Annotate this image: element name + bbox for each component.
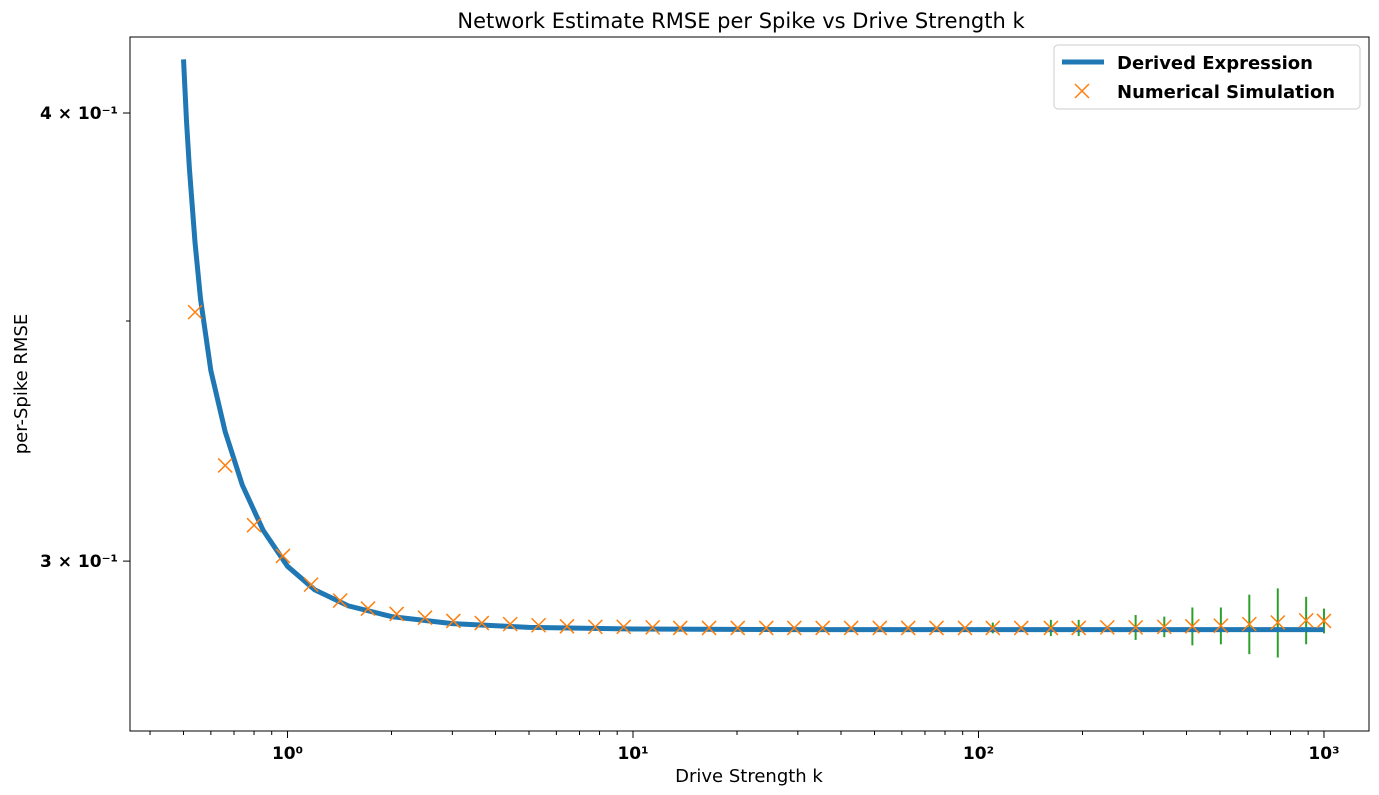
y-axis: 3 × 10⁻¹ 4 × 10⁻¹ xyxy=(40,104,130,572)
x-tick-label: 10² xyxy=(963,744,994,764)
simulation-point xyxy=(985,620,1001,636)
simulation-point xyxy=(217,457,233,473)
simulation-point xyxy=(1071,620,1087,636)
simulation-point xyxy=(1316,613,1332,629)
simulation-point xyxy=(502,616,518,632)
simulation-point xyxy=(1043,620,1059,636)
y-tick-label: 4 × 10⁻¹ xyxy=(40,104,118,124)
x-tick-label: 10³ xyxy=(1308,744,1339,764)
simulation-point xyxy=(1156,619,1172,635)
simulation-point xyxy=(758,620,774,636)
numerical-simulation-series xyxy=(187,304,1332,636)
x-tick-label: 10¹ xyxy=(617,744,648,764)
simulation-point xyxy=(928,620,945,636)
simulation-point xyxy=(1241,616,1257,632)
y-axis-label: per-Spike RMSE xyxy=(11,314,32,455)
simulation-point xyxy=(1184,618,1200,634)
simulation-point xyxy=(445,613,461,629)
simulation-point xyxy=(559,618,575,634)
simulation-point xyxy=(1213,618,1229,634)
legend-x-marker xyxy=(1074,83,1090,99)
simulation-point xyxy=(332,593,348,609)
derived-expression-line xyxy=(181,59,1324,633)
legend: Derived Expression Numerical Simulation xyxy=(1053,44,1361,110)
chart-title: Network Estimate RMSE per Spike vs Drive… xyxy=(457,9,1025,33)
error-bars xyxy=(991,588,1325,658)
legend-simulation-label: Numerical Simulation xyxy=(1117,82,1335,103)
simulation-point xyxy=(815,620,831,636)
y-tick-label: 3 × 10⁻¹ xyxy=(40,552,118,572)
simulation-point xyxy=(730,620,746,636)
simulation-point xyxy=(616,619,632,635)
simulation-point xyxy=(389,606,405,622)
simulation-point xyxy=(474,615,490,631)
simulation-point xyxy=(900,620,916,636)
simulation-point xyxy=(786,620,802,636)
legend-simulation-marker-icon xyxy=(1074,83,1090,99)
x-axis-label: Drive Strength k xyxy=(675,766,823,787)
simulation-point xyxy=(246,517,262,533)
simulation-point xyxy=(360,601,376,617)
simulation-point xyxy=(1298,612,1314,628)
simulation-point xyxy=(303,577,319,593)
plot-area xyxy=(129,36,1370,732)
x-axis: 10⁰ 10¹ 10² 10³ xyxy=(149,731,1340,764)
derived-expression-series xyxy=(181,59,1324,633)
simulation-point xyxy=(645,619,661,635)
simulation-point xyxy=(672,620,688,636)
simulation-point xyxy=(1099,619,1115,635)
simulation-point xyxy=(187,304,203,320)
simulation-point xyxy=(531,617,547,633)
simulation-point xyxy=(1128,619,1144,635)
x-tick-label: 10⁰ xyxy=(272,744,303,764)
simulation-point xyxy=(275,548,291,564)
simulation-point xyxy=(701,620,717,636)
simulation-point xyxy=(417,610,433,626)
legend-box xyxy=(1053,44,1361,110)
simulation-point xyxy=(587,619,603,635)
simulation-point xyxy=(1013,620,1029,636)
simulation-point xyxy=(957,620,973,636)
simulation-point xyxy=(843,620,859,636)
simulation-point xyxy=(872,620,888,636)
legend-derived-label: Derived Expression xyxy=(1117,53,1313,74)
simulation-point xyxy=(1270,614,1286,631)
